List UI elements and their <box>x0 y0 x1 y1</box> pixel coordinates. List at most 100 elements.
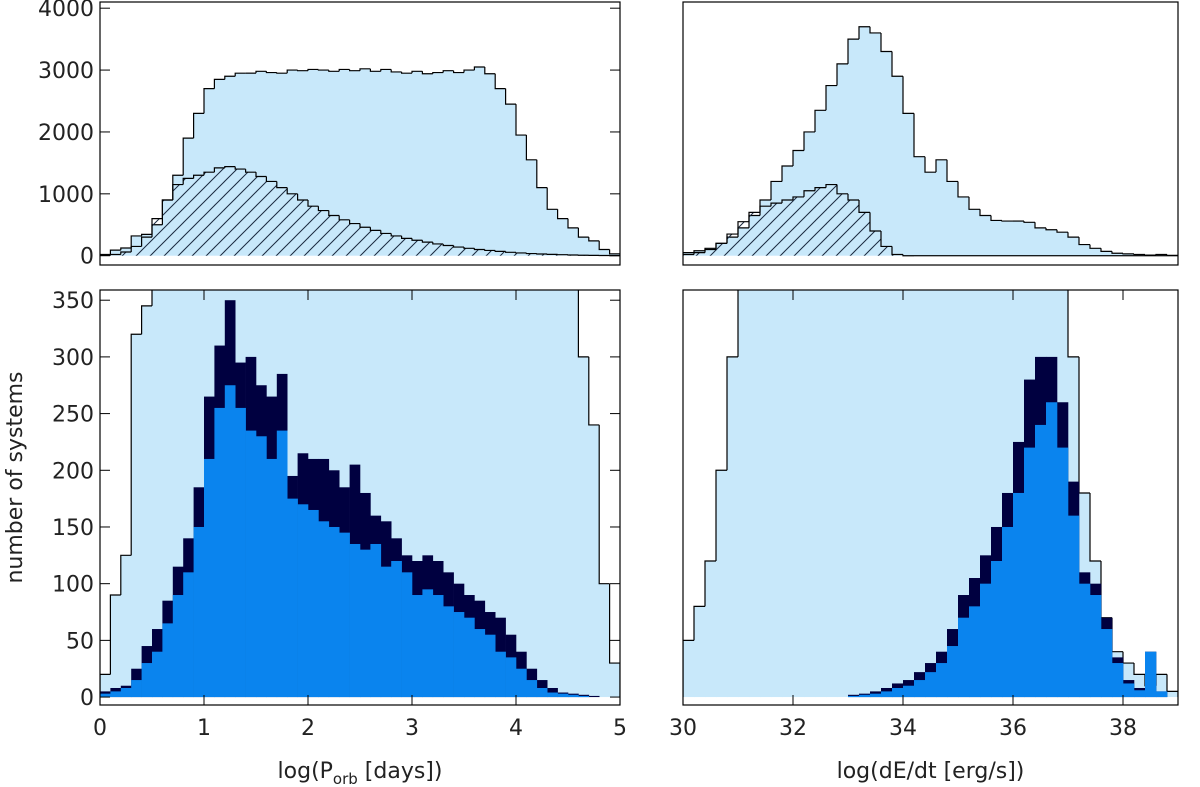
histogram-outline <box>130 245 142 253</box>
histogram-outline <box>1122 253 1134 255</box>
histogram-bar <box>892 687 904 698</box>
histogram-bar <box>370 290 382 698</box>
histogram-bar <box>557 290 569 698</box>
histogram-bar <box>892 76 904 256</box>
histogram-bar <box>235 73 246 256</box>
histogram-bar <box>947 290 959 698</box>
histogram-bar <box>749 290 761 698</box>
histogram-bar <box>683 254 695 256</box>
histogram-bar <box>782 200 794 256</box>
histogram-outline <box>276 72 288 74</box>
histogram-outline <box>577 227 589 238</box>
y-tick-label: 2000 <box>38 121 94 146</box>
histogram-bar <box>256 436 267 698</box>
histogram-bar <box>727 234 739 256</box>
x-tick-label: 30 <box>669 716 697 741</box>
histogram-bar <box>870 230 882 256</box>
histogram-bar <box>266 181 278 256</box>
histogram-bar <box>318 70 330 256</box>
histogram-bar <box>547 290 558 698</box>
histogram-bar <box>412 595 423 698</box>
histogram-bar <box>1024 447 1036 698</box>
histogram-outline <box>172 183 184 201</box>
histogram-bar <box>401 73 413 256</box>
histogram-bar <box>308 509 319 698</box>
histogram-bar <box>1079 583 1091 698</box>
histogram-bar <box>958 617 970 698</box>
histogram-bar <box>224 166 236 256</box>
histogram-bar <box>100 674 111 698</box>
histogram-bar <box>360 227 371 256</box>
histogram-outline <box>203 171 215 176</box>
histogram-bar <box>1101 629 1113 698</box>
histogram-bar <box>1046 402 1058 698</box>
histogram-outline <box>193 174 204 179</box>
histogram-outline <box>715 242 727 250</box>
histogram-outline <box>182 177 194 185</box>
histogram-outline <box>515 252 527 254</box>
histogram-outline <box>880 32 892 53</box>
histogram-outline <box>759 205 771 213</box>
histogram-bar <box>547 692 558 698</box>
histogram-bar <box>892 290 904 698</box>
histogram-bar <box>1024 222 1036 256</box>
histogram-bar <box>339 532 350 698</box>
histogram-outline <box>546 187 558 210</box>
histogram-outline <box>463 247 475 249</box>
histogram-outline <box>411 70 423 74</box>
histogram-bar <box>141 237 153 256</box>
histogram-bar <box>870 693 882 698</box>
x-tick-label: 4 <box>509 716 523 741</box>
histogram-bar <box>245 172 257 256</box>
histogram-outline <box>224 166 236 168</box>
histogram-outline <box>1100 248 1112 252</box>
histogram-outline <box>825 183 837 188</box>
histogram-bar <box>328 526 340 698</box>
histogram-bar <box>183 290 194 698</box>
histogram-outline <box>880 230 892 248</box>
histogram-bar <box>547 254 558 256</box>
histogram-outline <box>1067 290 1079 358</box>
histogram-bar <box>727 356 739 698</box>
histogram-bar <box>474 290 486 698</box>
histogram-outline <box>255 70 267 74</box>
histogram-bar <box>204 172 215 256</box>
histogram-outline <box>1067 232 1079 238</box>
histogram-bar <box>969 290 981 698</box>
histogram-outline <box>359 223 371 228</box>
histogram-bar <box>925 172 937 256</box>
histogram-bar <box>815 110 827 256</box>
histogram-outline <box>109 249 121 255</box>
histogram-bar <box>349 223 361 256</box>
histogram-bar <box>152 290 163 698</box>
histogram-bar <box>474 629 486 698</box>
histogram-outline <box>484 249 496 252</box>
histogram-bar <box>484 290 496 698</box>
histogram-bar <box>837 193 849 256</box>
histogram-outline <box>935 159 947 173</box>
histogram-outline <box>100 673 111 698</box>
histogram-bar <box>804 190 816 256</box>
histogram-bar <box>599 249 610 256</box>
histogram-bar <box>568 227 579 256</box>
histogram-outline <box>1133 253 1145 256</box>
histogram-bar <box>256 71 267 256</box>
histogram-bar <box>815 187 827 256</box>
plot-area <box>100 66 620 257</box>
histogram-bar <box>391 290 402 698</box>
y-tick-label: 300 <box>52 346 94 371</box>
histogram-bar <box>360 549 371 698</box>
histogram-outline <box>979 209 991 217</box>
histogram-bar <box>204 458 215 698</box>
histogram-bar <box>391 560 402 698</box>
histogram-bar <box>412 290 423 698</box>
histogram-bar <box>401 572 413 698</box>
histogram-outline <box>825 84 837 111</box>
histogram-bar <box>266 72 278 256</box>
histogram-bar <box>287 70 298 256</box>
histogram-bar <box>804 290 816 698</box>
histogram-bar <box>391 71 402 256</box>
histogram-bar <box>110 595 122 698</box>
histogram-outline <box>781 199 793 204</box>
histogram-bar <box>536 290 548 698</box>
